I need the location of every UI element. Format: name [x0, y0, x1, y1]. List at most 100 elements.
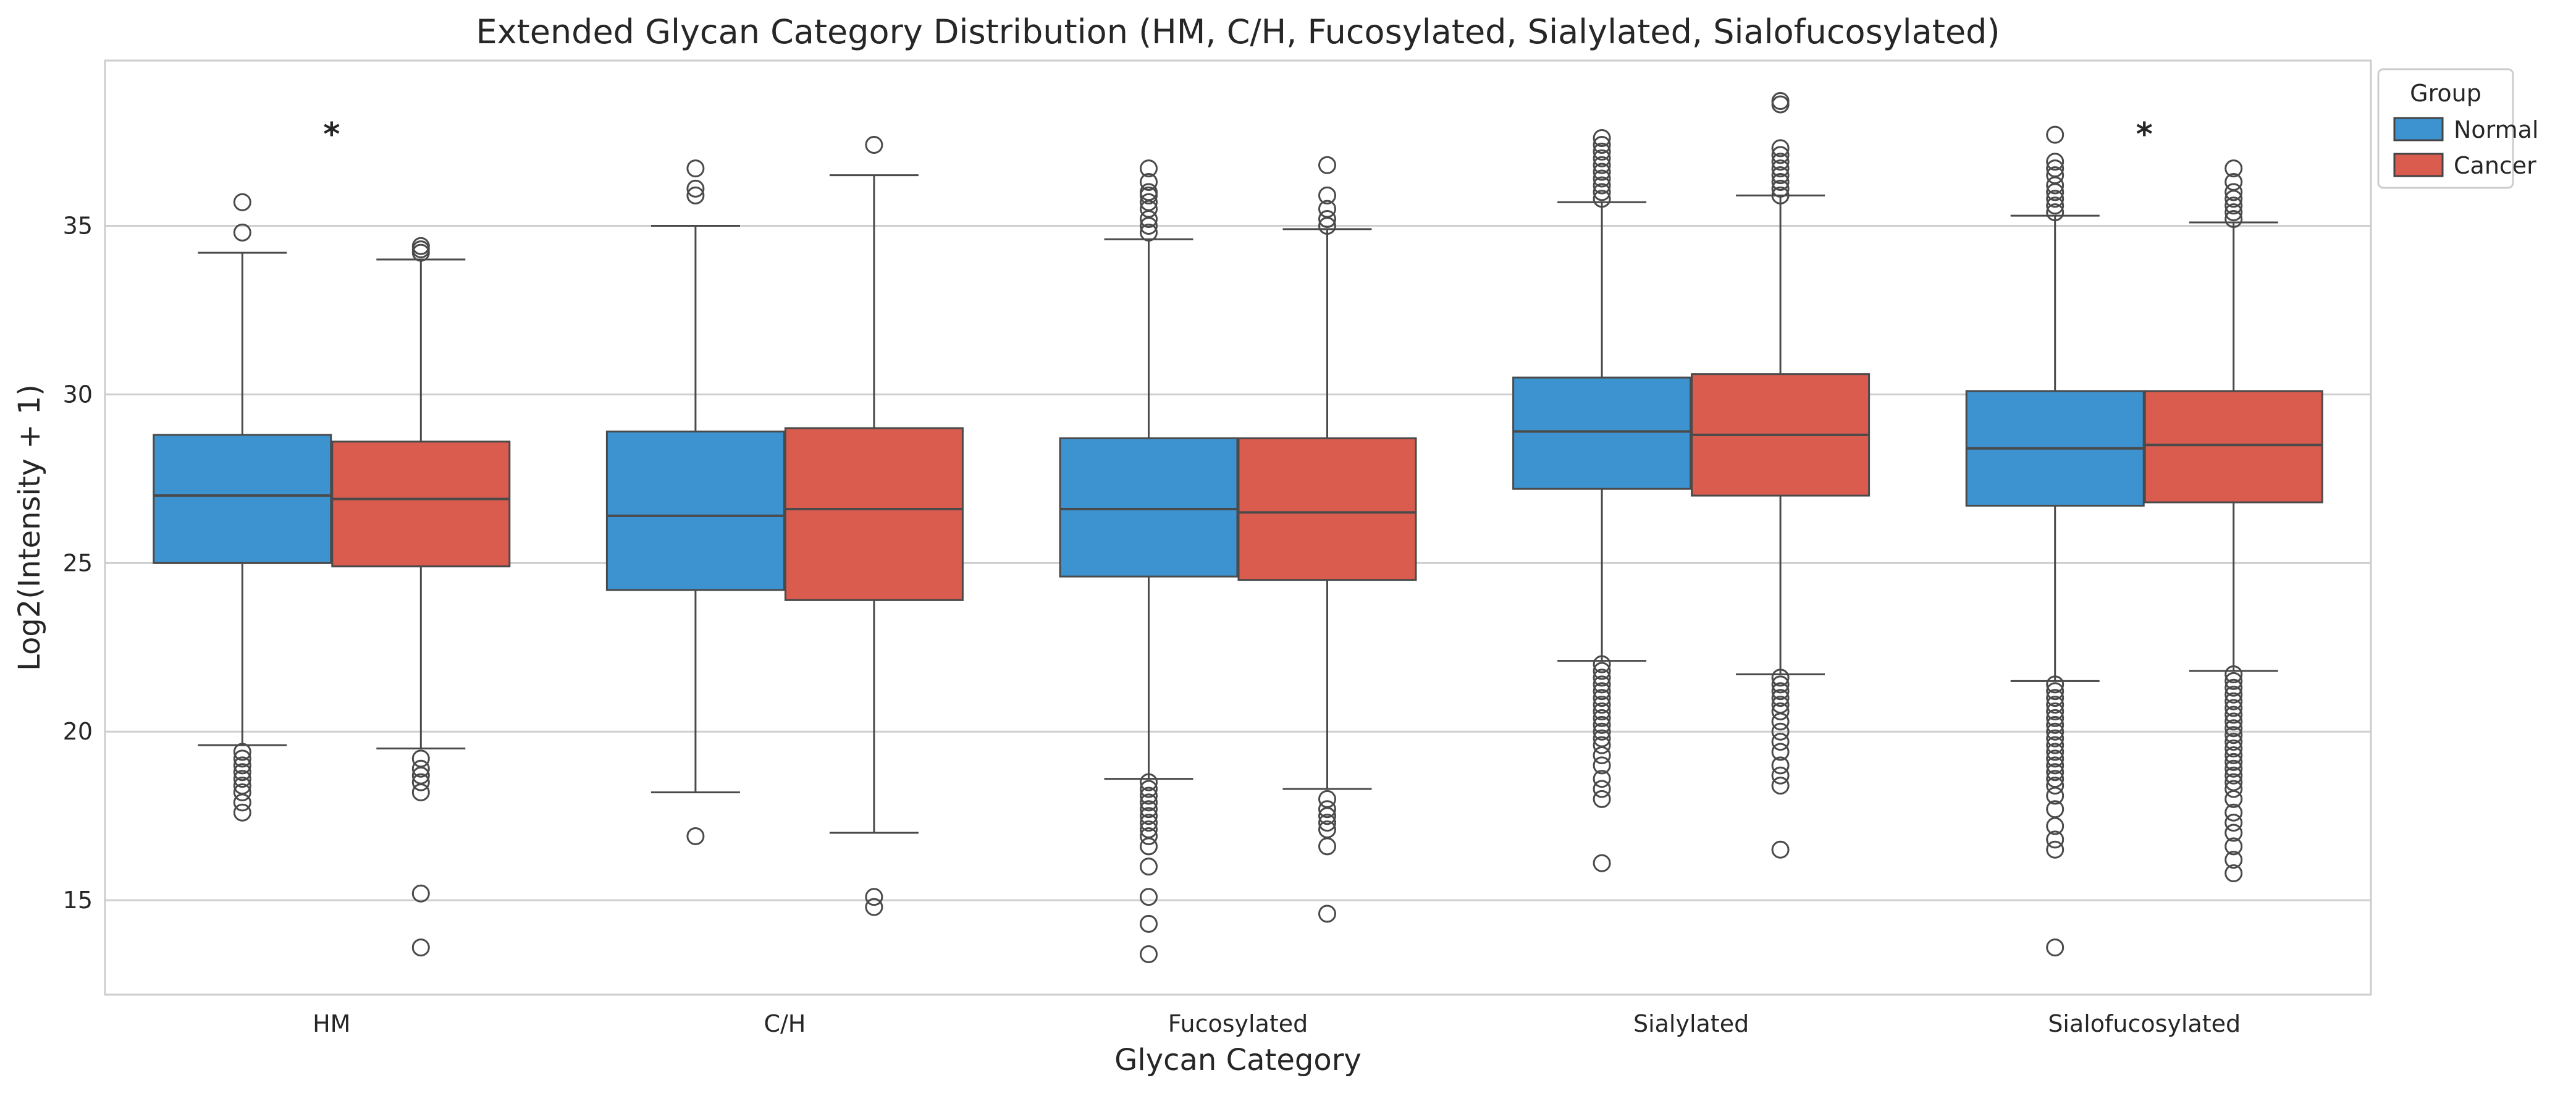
- legend-swatch-normal: [2393, 117, 2444, 141]
- box-hm-cancer: [331, 237, 511, 957]
- outlier-point: [1593, 142, 1611, 161]
- y-tick-label-30: 30: [63, 381, 93, 408]
- outlier-point: [1593, 702, 1611, 720]
- outlier-point: [1771, 712, 1790, 731]
- outlier-point: [1593, 675, 1611, 694]
- box-iqr: [1237, 437, 1417, 581]
- outlier-point: [2225, 159, 2243, 178]
- outlier-point: [2225, 712, 2243, 731]
- outlier-point: [1771, 668, 1790, 687]
- x-tick-label-hm: HM: [313, 1010, 350, 1037]
- outlier-point: [1318, 216, 1336, 235]
- outlier-point: [2046, 190, 2065, 208]
- outlier-point: [1593, 135, 1611, 154]
- box-iqr: [605, 430, 785, 591]
- chart-title: Extended Glycan Category Distribution (H…: [476, 12, 2000, 51]
- outlier-point: [2046, 709, 2065, 727]
- outlier-point: [2046, 203, 2065, 222]
- y-tick-label-15: 15: [63, 887, 93, 914]
- outlier-point: [2225, 692, 2243, 710]
- outlier-point: [1593, 662, 1611, 680]
- outlier-point: [2225, 196, 2243, 215]
- outlier-point: [2225, 190, 2243, 208]
- outlier-point: [411, 243, 430, 262]
- outlier-point: [2046, 749, 2065, 768]
- outlier-point: [233, 793, 251, 812]
- outlier-point: [2046, 786, 2065, 805]
- outlier-point: [411, 773, 430, 791]
- outlier-point: [1593, 756, 1611, 775]
- box-c-h-cancer: [784, 135, 964, 916]
- outlier-point: [1771, 743, 1790, 761]
- outlier-point: [1593, 149, 1611, 167]
- box-hm-normal: [153, 193, 332, 822]
- outlier-point: [2225, 665, 2243, 683]
- outlier-point: [1140, 888, 1158, 906]
- outlier-point: [1140, 210, 1158, 229]
- outlier-point: [2225, 210, 2243, 229]
- box-iqr: [331, 441, 511, 568]
- outlier-point: [2046, 702, 2065, 720]
- outlier-point: [1593, 790, 1611, 808]
- outlier-point: [1140, 793, 1158, 812]
- outlier-point: [1318, 814, 1336, 832]
- outlier-point: [2046, 689, 2065, 707]
- outlier-point: [1593, 129, 1611, 148]
- outlier-point: [2046, 777, 2065, 795]
- outlier-point: [1140, 945, 1158, 963]
- outlier-point: [1593, 162, 1611, 181]
- outlier-point: [1593, 183, 1611, 201]
- outlier-point: [1318, 807, 1336, 825]
- legend-label-normal: Normal: [2454, 116, 2539, 143]
- outlier-point: [1771, 95, 1790, 114]
- outlier-point: [1593, 169, 1611, 188]
- outlier-point: [2046, 682, 2065, 701]
- outlier-point: [411, 759, 430, 778]
- outlier-point: [2046, 696, 2065, 714]
- outlier-point: [2225, 726, 2243, 744]
- outlier-point: [865, 135, 883, 154]
- outlier-point: [1318, 904, 1336, 923]
- outlier-point: [1140, 800, 1158, 819]
- outlier-point: [233, 783, 251, 801]
- outlier-point: [233, 193, 251, 211]
- outlier-point: [2046, 817, 2065, 835]
- outlier-point: [2046, 196, 2065, 215]
- box-sialofucosylated-normal: [1965, 125, 2145, 957]
- y-tick-label-20: 20: [63, 718, 93, 745]
- outlier-point: [233, 763, 251, 782]
- outlier-point: [2046, 763, 2065, 782]
- outlier-point: [1593, 682, 1611, 701]
- outlier-point: [1771, 689, 1790, 707]
- box-iqr: [1512, 376, 1692, 490]
- outlier-point: [2046, 840, 2065, 859]
- outlier-point: [2225, 780, 2243, 798]
- outlier-point: [1593, 746, 1611, 764]
- outlier-point: [1318, 156, 1336, 174]
- outlier-point: [1771, 146, 1790, 164]
- outlier-point: [2225, 733, 2243, 751]
- outlier-point: [1140, 216, 1158, 235]
- outlier-point: [1771, 756, 1790, 775]
- outlier-point: [2225, 759, 2243, 778]
- outlier-point: [2225, 803, 2243, 822]
- outlier-point: [1771, 675, 1790, 694]
- outlier-point: [1593, 854, 1611, 872]
- outlier-point: [1593, 709, 1611, 727]
- outlier-point: [1771, 682, 1790, 701]
- outlier-point: [233, 743, 251, 761]
- outlier-point: [2225, 740, 2243, 758]
- outlier-point: [1593, 156, 1611, 174]
- outlier-point: [1593, 176, 1611, 195]
- outlier-point: [2225, 678, 2243, 697]
- outlier-point: [2225, 766, 2243, 785]
- outlier-point: [1318, 186, 1336, 204]
- outlier-point: [2225, 746, 2243, 764]
- box-iqr: [153, 434, 332, 564]
- box-iqr: [2144, 390, 2323, 504]
- y-axis-label: Log2(Intensity + 1): [12, 384, 47, 671]
- outlier-point: [1771, 733, 1790, 751]
- outlier-point: [1771, 139, 1790, 158]
- outlier-point: [1771, 777, 1790, 795]
